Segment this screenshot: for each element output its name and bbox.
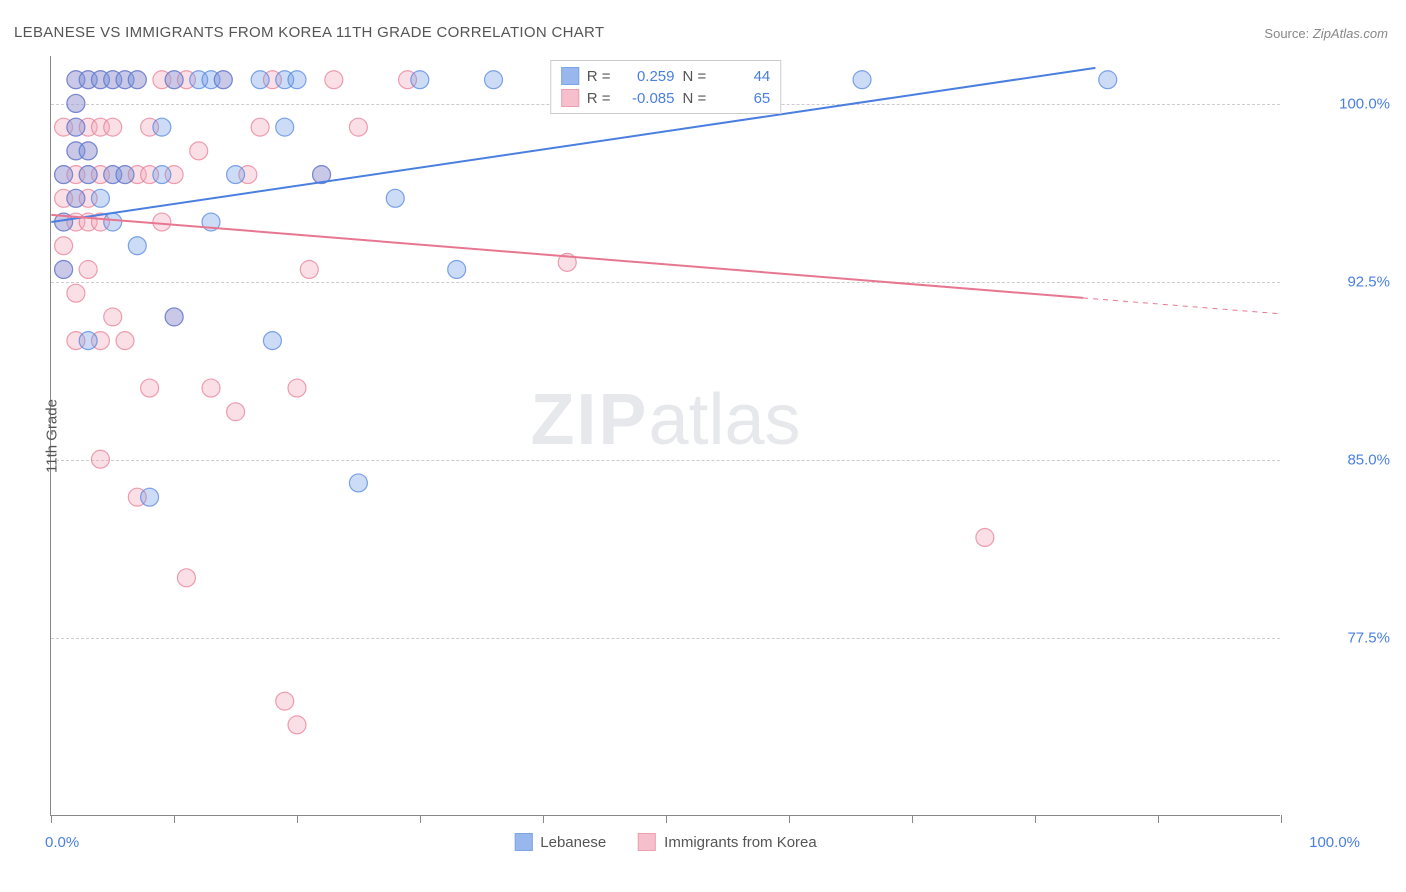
scatter-point (251, 71, 269, 89)
scatter-point (79, 332, 97, 350)
scatter-point (104, 213, 122, 231)
scatter-point (67, 189, 85, 207)
scatter-point (276, 692, 294, 710)
n-value-korea: 65 (714, 90, 770, 107)
legend-row-korea: R = -0.085 N = 65 (561, 87, 771, 109)
scatter-point (55, 237, 73, 255)
swatch-lebanese (514, 833, 532, 851)
scatter-point (116, 332, 134, 350)
scatter-point (276, 118, 294, 136)
legend-item-korea: Immigrants from Korea (638, 833, 817, 851)
scatter-point (55, 260, 73, 278)
trend-line (51, 215, 1083, 298)
scatter-point (165, 308, 183, 326)
scatter-point (141, 379, 159, 397)
scatter-point (153, 118, 171, 136)
scatter-point (141, 488, 159, 506)
xtick (420, 815, 421, 823)
n-prefix: N = (683, 68, 707, 85)
scatter-point (288, 71, 306, 89)
xtick (51, 815, 52, 823)
scatter-point (153, 213, 171, 231)
scatter-point (153, 166, 171, 184)
trend-line-extrapolated (1083, 298, 1280, 324)
plot-area: 11th Grade ZIPatlas 77.5%85.0%92.5%100.0… (50, 56, 1280, 816)
scatter-point (104, 118, 122, 136)
scatter-svg (51, 56, 1280, 815)
scatter-point (288, 379, 306, 397)
source-label: Source: (1264, 26, 1309, 41)
n-prefix: N = (683, 90, 707, 107)
scatter-point (263, 332, 281, 350)
swatch-lebanese (561, 67, 579, 85)
xtick (666, 815, 667, 823)
x-axis-min-label: 0.0% (45, 834, 79, 851)
scatter-point (79, 142, 97, 160)
r-prefix: R = (587, 68, 611, 85)
legend-item-lebanese: Lebanese (514, 833, 606, 851)
xtick (1035, 815, 1036, 823)
source-value: ZipAtlas.com (1313, 26, 1388, 41)
scatter-point (79, 166, 97, 184)
xtick (789, 815, 790, 823)
scatter-point (116, 166, 134, 184)
scatter-point (202, 379, 220, 397)
scatter-point (251, 118, 269, 136)
ytick-label: 85.0% (1290, 451, 1390, 468)
legend-row-lebanese: R = 0.259 N = 44 (561, 65, 771, 87)
ytick-label: 100.0% (1290, 95, 1390, 112)
legend-label-lebanese: Lebanese (540, 834, 606, 851)
x-axis-max-label: 100.0% (1309, 834, 1360, 851)
xtick (543, 815, 544, 823)
scatter-point (349, 474, 367, 492)
scatter-point (79, 260, 97, 278)
ytick-label: 77.5% (1290, 629, 1390, 646)
xtick (297, 815, 298, 823)
scatter-point (853, 71, 871, 89)
xtick (1158, 815, 1159, 823)
swatch-korea (638, 833, 656, 851)
scatter-point (67, 284, 85, 302)
scatter-point (976, 529, 994, 547)
scatter-point (165, 71, 183, 89)
scatter-point (55, 166, 73, 184)
swatch-korea (561, 89, 579, 107)
scatter-point (386, 189, 404, 207)
scatter-point (214, 71, 232, 89)
source-attribution: Source: ZipAtlas.com (1264, 26, 1388, 41)
n-value-lebanese: 44 (714, 68, 770, 85)
r-prefix: R = (587, 90, 611, 107)
scatter-point (288, 716, 306, 734)
correlation-legend: R = 0.259 N = 44 R = -0.085 N = 65 (550, 60, 782, 114)
scatter-point (128, 237, 146, 255)
scatter-point (91, 450, 109, 468)
scatter-point (227, 166, 245, 184)
scatter-point (448, 260, 466, 278)
scatter-point (227, 403, 245, 421)
ytick-label: 92.5% (1290, 273, 1390, 290)
scatter-point (104, 308, 122, 326)
xtick (174, 815, 175, 823)
scatter-point (1099, 71, 1117, 89)
scatter-point (349, 118, 367, 136)
scatter-point (177, 569, 195, 587)
scatter-point (128, 71, 146, 89)
scatter-point (190, 142, 208, 160)
chart-title: LEBANESE VS IMMIGRANTS FROM KOREA 11TH G… (14, 24, 604, 41)
xtick (1281, 815, 1282, 823)
scatter-point (411, 71, 429, 89)
scatter-point (67, 94, 85, 112)
scatter-point (325, 71, 343, 89)
scatter-point (67, 118, 85, 136)
series-legend: Lebanese Immigrants from Korea (514, 833, 816, 851)
r-value-korea: -0.085 (619, 90, 675, 107)
scatter-point (485, 71, 503, 89)
scatter-point (300, 260, 318, 278)
r-value-lebanese: 0.259 (619, 68, 675, 85)
scatter-point (91, 189, 109, 207)
xtick (912, 815, 913, 823)
legend-label-korea: Immigrants from Korea (664, 834, 817, 851)
